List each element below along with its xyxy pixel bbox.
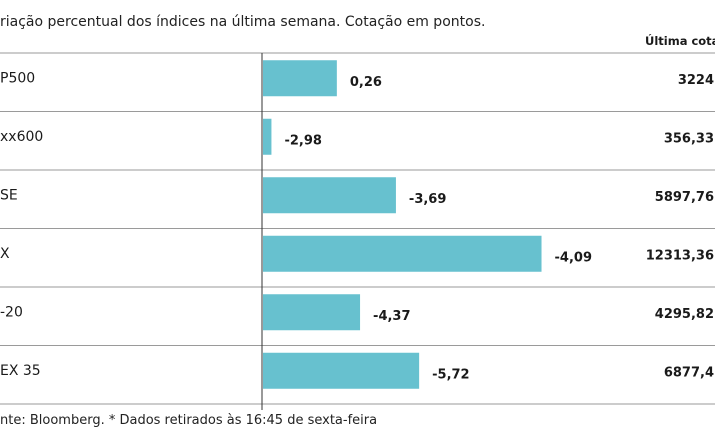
bar-value-label: -5,72 [432, 367, 469, 382]
last-quote-value: 4295,82 [655, 307, 714, 322]
last-quote-value: 6877,4 [664, 365, 714, 380]
index-label: EX 35 [0, 363, 41, 379]
bar [263, 177, 396, 214]
bar [263, 118, 272, 155]
bar-value-label: 0,26 [350, 75, 382, 90]
bar [263, 235, 542, 272]
index-label: xx600 [0, 129, 43, 145]
last-quote-value: 12313,36 [646, 248, 714, 263]
index-label: -20 [0, 304, 23, 320]
bar-value-label: -3,69 [409, 192, 446, 207]
bar-value-label: -2,98 [284, 133, 321, 148]
source-note: nte: Bloomberg. * Dados retirados às 16:… [0, 413, 378, 428]
index-label: SE [0, 187, 18, 203]
bar [263, 294, 361, 331]
last-quote-value: 356,33 [664, 131, 714, 146]
bar-value-label: -4,37 [373, 309, 410, 324]
index-label: X [0, 246, 10, 262]
last-quote-header: Última cotaç [645, 34, 715, 48]
bar [263, 352, 420, 389]
last-quote-value: 3224 [678, 73, 714, 88]
bar-chart: P500 0,26 3224 xx600 -2,98 356,33 SE -3,69 5897,… [0, 52, 715, 410]
bar-value-label: -4,09 [555, 250, 592, 265]
index-label: P500 [0, 70, 35, 86]
last-quote-value: 5897,76 [655, 190, 714, 205]
chart-subtitle: riação percentual dos índices na última … [0, 14, 486, 30]
bar [263, 60, 337, 97]
